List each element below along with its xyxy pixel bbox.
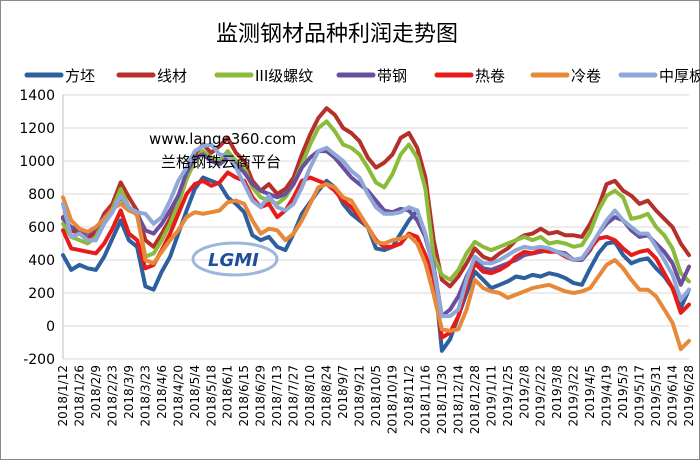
series-line-3 <box>61 119 691 284</box>
x-tick-label: 2018/12/28 <box>468 365 482 434</box>
x-tick-label: 2019/6/28 <box>682 365 696 427</box>
series-line-6 <box>61 182 691 352</box>
x-tick-label: 2018/7/13 <box>270 365 284 427</box>
x-tick-label: 2019/3/22 <box>567 365 581 427</box>
y-tick-label: 200 <box>28 286 55 302</box>
legend-label-2: 线材 <box>157 67 187 85</box>
x-tick-label: 2019/5/17 <box>633 365 647 427</box>
x-tick-label: 2018/8/10 <box>303 365 317 427</box>
x-tick-label: 2018/2/9 <box>89 365 103 419</box>
x-tick-label: 2019/5/3 <box>616 365 630 419</box>
legend-label-5: 热卷 <box>475 67 505 85</box>
chart-title: 监测钢材品种利润走势图 <box>216 22 458 47</box>
x-tick-label: 2018/2/23 <box>105 365 119 427</box>
x-tick-label: 2018/7/27 <box>287 365 301 427</box>
y-tick-label: 600 <box>28 220 55 236</box>
legend-label-1: 方坯 <box>65 67 95 85</box>
x-tick-label: 2018/6/15 <box>237 365 251 427</box>
x-tick-label: 2019/2/22 <box>534 365 548 427</box>
x-tick-label: 2018/4/20 <box>171 365 185 427</box>
x-tick-label: 2018/3/23 <box>138 365 152 427</box>
x-tick-label: 2018/9/21 <box>353 365 367 427</box>
x-tick-label: 2019/4/5 <box>583 365 597 419</box>
x-tick-label: 2018/3/9 <box>122 365 136 419</box>
watermark-url: www.lange360.com <box>149 130 296 148</box>
x-tick-label: 2019/1/11 <box>484 365 498 427</box>
y-tick-label: 400 <box>28 253 55 269</box>
x-tick-label: 2018/11/30 <box>435 365 449 434</box>
x-tick-label: 2018/8/24 <box>320 365 334 427</box>
y-tick-label: 0 <box>46 319 55 335</box>
x-tick-label: 2018/12/14 <box>451 365 465 434</box>
x-tick-label: 2018/6/29 <box>254 365 268 427</box>
legend-label-7: 中厚板 <box>659 67 700 85</box>
legend-label-3: III级螺纹 <box>255 67 313 85</box>
series-line-7 <box>61 142 691 319</box>
y-axis: -200 0 200 400 600 800 1000 1200 1400 <box>19 88 64 368</box>
series-line-2 <box>61 106 691 289</box>
x-tick-label: 2018/5/18 <box>204 365 218 427</box>
series-line-5 <box>61 170 691 340</box>
x-tick-label: 2018/9/7 <box>336 365 350 419</box>
y-tick-label: 1400 <box>19 88 55 104</box>
x-tick-label: 2019/4/19 <box>600 365 614 427</box>
x-tick-label: 2018/11/16 <box>418 365 432 434</box>
watermark-name: 兰格钢铁云商平台 <box>161 153 281 171</box>
x-tick-label: 2018/11/2 <box>402 365 416 427</box>
y-tick-label: -200 <box>23 352 55 368</box>
x-tick-label: 2018/6/1 <box>221 365 235 419</box>
x-tick-label: 2018/4/6 <box>155 365 169 419</box>
lgmi-logo: LGMI <box>191 241 279 277</box>
series-line-4 <box>61 149 691 319</box>
x-axis: 2018/1/12 2018/1/26 2018/2/9 2018/2/23 2018/… <box>56 365 696 434</box>
y-tick-label: 800 <box>28 187 55 203</box>
series-line-1 <box>61 175 691 353</box>
logo-text: LGMI <box>208 250 259 271</box>
x-tick-label: 2019/3/8 <box>550 365 564 419</box>
watermark: www.lange360.com 兰格钢铁云商平台 LGMI <box>149 130 296 277</box>
x-tick-label: 2018/10/19 <box>385 365 399 434</box>
y-tick-label: 1200 <box>19 121 55 137</box>
y-tick-label: 1000 <box>19 154 55 170</box>
x-tick-label: 2018/1/26 <box>72 365 86 427</box>
plot-area <box>61 106 691 353</box>
x-tick-label: 2019/1/25 <box>501 365 515 427</box>
legend-label-6: 冷卷 <box>571 67 601 85</box>
chart-legend: 方坯 线材 III级螺纹 带钢 热卷 冷卷 中厚板 <box>24 67 700 85</box>
x-tick-label: 2018/5/4 <box>188 365 202 419</box>
x-tick-label: 2019/5/31 <box>649 365 663 427</box>
x-tick-label: 2018/1/12 <box>56 365 70 427</box>
legend-label-4: 带钢 <box>377 67 407 85</box>
x-tick-label: 2019/6/14 <box>666 365 680 427</box>
x-tick-label: 2018/10/5 <box>369 365 383 427</box>
x-tick-label: 2019/2/8 <box>517 365 531 419</box>
